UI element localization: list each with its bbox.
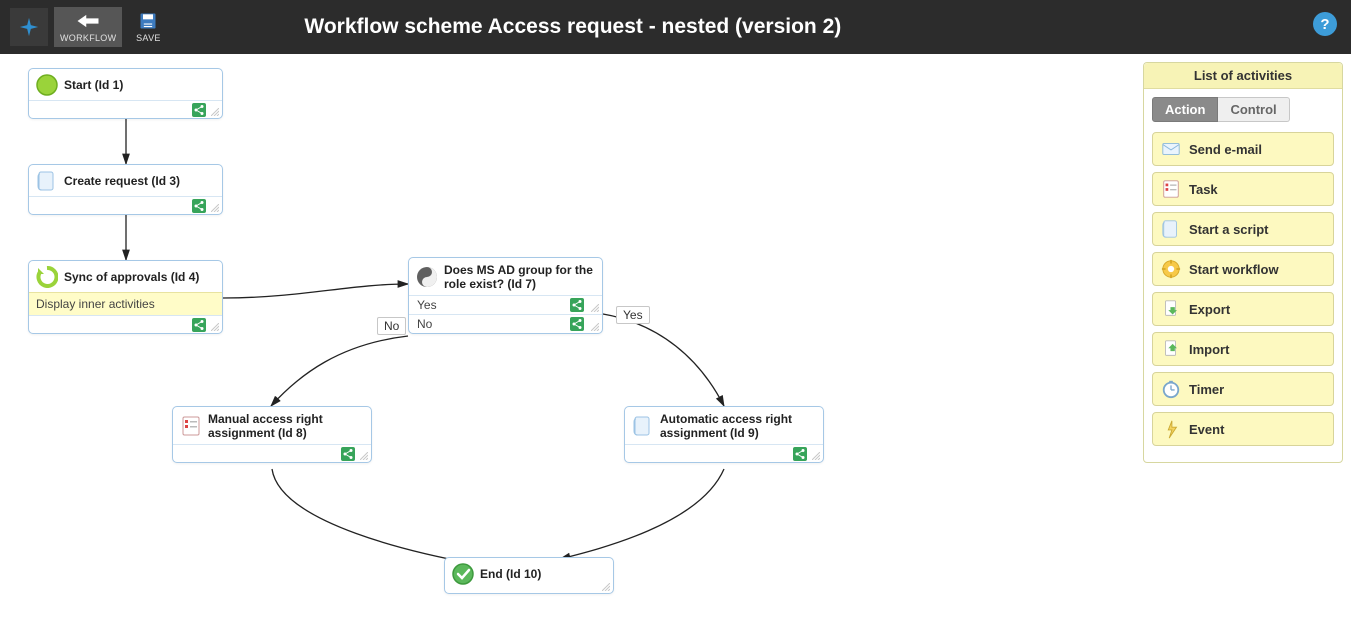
task-icon [180, 415, 202, 437]
node-head: End (Id 10) [445, 558, 613, 589]
save-button[interactable]: SAVE [128, 7, 168, 47]
node-label: Automatic access right assignment (Id 9) [660, 412, 816, 440]
node-option-no[interactable]: No [409, 314, 602, 333]
tab-control[interactable]: Control [1218, 97, 1289, 122]
node-foot [625, 444, 823, 462]
export-icon [1161, 299, 1181, 319]
page-title: Workflow scheme Access request - nested … [304, 15, 841, 39]
activity-label: Send e-mail [1189, 142, 1262, 157]
node-head: Create request (Id 3) [29, 165, 222, 196]
node-label: Manual access right assignment (Id 8) [208, 412, 364, 440]
edge-sync-decision [223, 284, 408, 298]
panel-tabs: Action Control [1144, 89, 1342, 126]
node-head: Sync of approvals (Id 4) [29, 261, 222, 292]
node-foot [29, 196, 222, 214]
activity-mail[interactable]: Send e-mail [1152, 132, 1334, 166]
event-icon [1161, 419, 1181, 439]
tab-action[interactable]: Action [1152, 97, 1218, 122]
workflow-icon [1161, 259, 1181, 279]
edges-layer [0, 54, 1140, 626]
node-create[interactable]: Create request (Id 3) [28, 164, 223, 215]
workflow-label: WORKFLOW [60, 33, 116, 43]
panel-body: Send e-mail Task Start a script Start wo… [1144, 126, 1342, 462]
edge-decision-yes-auto [603, 314, 724, 406]
edge-label-yes: Yes [616, 306, 650, 324]
activity-label: Event [1189, 422, 1224, 437]
decision-icon [416, 266, 438, 288]
activity-import[interactable]: Import [1152, 332, 1334, 366]
node-label: Does MS AD group for the role exist? (Id… [444, 263, 595, 291]
script-icon [632, 415, 654, 437]
edge-auto-end [560, 469, 724, 559]
node-auto[interactable]: Automatic access right assignment (Id 9) [624, 406, 824, 463]
activity-label: Timer [1189, 382, 1224, 397]
node-decision[interactable]: Does MS AD group for the role exist? (Id… [408, 257, 603, 334]
node-subaction[interactable]: Display inner activities [29, 292, 222, 315]
node-sync[interactable]: Sync of approvals (Id 4) Display inner a… [28, 260, 223, 334]
start-icon [36, 74, 58, 96]
activity-label: Start a script [1189, 222, 1268, 237]
node-foot [29, 100, 222, 118]
node-label: End (Id 10) [480, 567, 541, 581]
activity-label: Export [1189, 302, 1230, 317]
node-option-yes[interactable]: Yes [409, 295, 602, 314]
node-head: Start (Id 1) [29, 69, 222, 100]
logo-button[interactable] [10, 8, 48, 46]
workflow-canvas[interactable]: Start (Id 1) Create request (Id 3) Sync … [0, 54, 1140, 626]
activity-task[interactable]: Task [1152, 172, 1334, 206]
activity-event[interactable]: Event [1152, 412, 1334, 446]
task-icon [1161, 179, 1181, 199]
activity-timer[interactable]: Timer [1152, 372, 1334, 406]
node-label: Create request (Id 3) [64, 174, 180, 188]
logo-icon [18, 16, 40, 38]
script-icon [1161, 219, 1181, 239]
save-icon [134, 11, 162, 31]
node-label: Sync of approvals (Id 4) [64, 270, 199, 284]
node-foot [29, 315, 222, 333]
timer-icon [1161, 379, 1181, 399]
import-icon [1161, 339, 1181, 359]
activity-label: Import [1189, 342, 1229, 357]
sync-icon [36, 266, 58, 288]
activity-workflow[interactable]: Start workflow [1152, 252, 1334, 286]
edge-decision-no-manual [271, 336, 408, 406]
node-head: Does MS AD group for the role exist? (Id… [409, 258, 602, 295]
node-head: Automatic access right assignment (Id 9) [625, 407, 823, 444]
node-foot [173, 444, 371, 462]
help-button[interactable]: ? [1313, 12, 1337, 36]
save-label: SAVE [136, 33, 161, 43]
node-label: Start (Id 1) [64, 78, 123, 92]
activity-label: Task [1189, 182, 1218, 197]
mail-icon [1161, 139, 1181, 159]
node-manual[interactable]: Manual access right assignment (Id 8) [172, 406, 372, 463]
activities-panel: List of activities Action Control Send e… [1143, 62, 1343, 463]
toolbar: WORKFLOW SAVE Workflow scheme Access req… [0, 0, 1351, 54]
edge-manual-end [272, 469, 475, 564]
panel-title: List of activities [1144, 63, 1342, 89]
node-end[interactable]: End (Id 10) [444, 557, 614, 594]
activity-label: Start workflow [1189, 262, 1279, 277]
workflow-button[interactable]: WORKFLOW [54, 7, 122, 47]
activity-script[interactable]: Start a script [1152, 212, 1334, 246]
script-icon [36, 170, 58, 192]
node-foot [445, 589, 613, 593]
node-start[interactable]: Start (Id 1) [28, 68, 223, 119]
edge-label-no: No [377, 317, 406, 335]
activity-export[interactable]: Export [1152, 292, 1334, 326]
back-arrow-icon [74, 11, 102, 31]
node-head: Manual access right assignment (Id 8) [173, 407, 371, 444]
end-icon [452, 563, 474, 585]
